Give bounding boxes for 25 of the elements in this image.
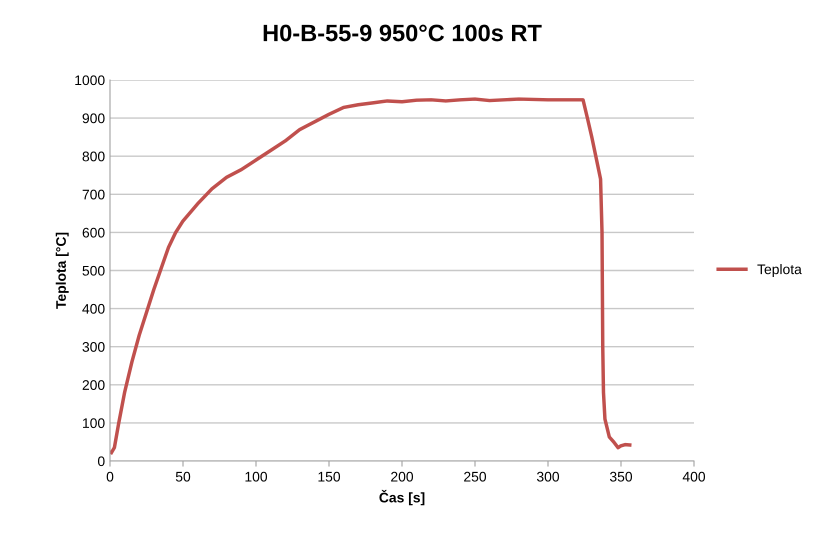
legend-label: Teplota	[757, 264, 802, 277]
line-series	[110, 97, 632, 454]
y-tick-label: 100	[83, 418, 105, 428]
x-tick-label: 350	[610, 472, 632, 482]
x-tick-label: 150	[318, 472, 340, 482]
y-tick-label: 600	[82, 228, 105, 238]
y-tick-label: 1000	[75, 75, 105, 86]
y-tick-label: 400	[82, 304, 105, 314]
x-tick-label: 250	[464, 472, 486, 482]
y-tick-label: 0	[98, 456, 105, 466]
y-tick-label: 300	[82, 342, 105, 352]
x-axis-title: Čas [s]	[379, 490, 424, 506]
y-tick-label: 500	[82, 266, 105, 276]
y-tick-label: 900	[82, 113, 105, 124]
y-tick-label: 700	[82, 190, 105, 200]
x-tick-label: 300	[536, 472, 560, 482]
x-tick-label: 0	[106, 472, 114, 482]
y-tick-label: 800	[82, 152, 105, 162]
x-tick-label: 400	[682, 472, 706, 482]
chart-title: H0-B-55-9 950°C 100s RT	[264, 24, 542, 42]
x-tick-label: 50	[176, 472, 190, 482]
x-tick-label: 100	[245, 472, 268, 482]
y-axis-title: Teplota [°C]	[56, 232, 69, 309]
y-tick-label: 200	[82, 380, 105, 390]
x-tick-label: 200	[391, 472, 414, 482]
